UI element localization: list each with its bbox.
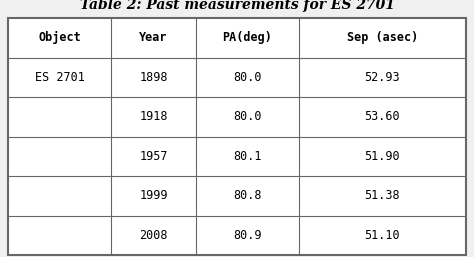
Text: 80.0: 80.0: [233, 71, 262, 84]
Text: 1898: 1898: [139, 71, 168, 84]
Text: 1957: 1957: [139, 150, 168, 163]
Text: Object: Object: [38, 31, 81, 44]
Text: ES 2701: ES 2701: [35, 71, 84, 84]
Text: PA(deg): PA(deg): [222, 31, 272, 44]
Text: Sep (asec): Sep (asec): [347, 31, 418, 44]
Text: Table 2: Past measurements for ES 2701: Table 2: Past measurements for ES 2701: [80, 0, 394, 12]
Text: 51.38: 51.38: [365, 189, 400, 202]
Text: 80.1: 80.1: [233, 150, 262, 163]
Text: 51.10: 51.10: [365, 229, 400, 242]
Text: 2008: 2008: [139, 229, 168, 242]
Text: 51.90: 51.90: [365, 150, 400, 163]
Text: 80.0: 80.0: [233, 110, 262, 123]
Text: 80.9: 80.9: [233, 229, 262, 242]
Text: 52.93: 52.93: [365, 71, 400, 84]
Text: 80.8: 80.8: [233, 189, 262, 202]
Text: Year: Year: [139, 31, 168, 44]
Text: 1918: 1918: [139, 110, 168, 123]
Text: 1999: 1999: [139, 189, 168, 202]
Text: 53.60: 53.60: [365, 110, 400, 123]
